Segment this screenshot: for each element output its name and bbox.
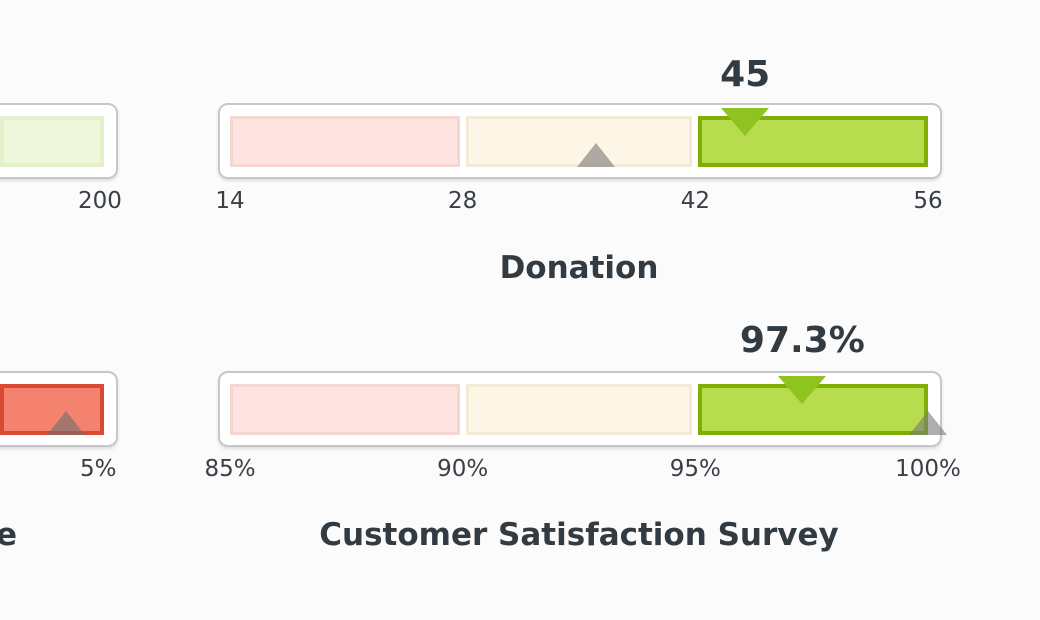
band-low: [230, 384, 460, 435]
target-marker: [47, 411, 85, 435]
band-low: [230, 116, 460, 167]
band-high: [0, 116, 104, 167]
band-high: [698, 384, 928, 435]
value-label: 97.3%: [739, 320, 865, 361]
target-marker: [909, 411, 947, 435]
gauge-title: e: [0, 517, 18, 553]
band-mid: [465, 384, 693, 435]
value-marker: [721, 108, 770, 136]
gauge-customer-satisfaction: 97.3% 85% 90% 95% 100% Customer Satisfac…: [204, 320, 961, 553]
value-label: 45: [720, 54, 771, 95]
target-marker: [576, 143, 615, 167]
tick-label: 100%: [895, 456, 961, 482]
tick-label: 85%: [204, 456, 256, 482]
tick-label: 28: [448, 188, 478, 214]
gauge-cropped-top-left: 200: [0, 0, 140, 240]
tick-label: 14: [215, 188, 245, 214]
tick-label: 42: [680, 188, 710, 214]
tick-label: 95%: [669, 456, 721, 482]
tick-label: 5%: [80, 456, 117, 482]
gauge-title: Donation: [499, 250, 659, 286]
gauge-title: Customer Satisfaction Survey: [319, 517, 839, 553]
gauge-cropped-bottom-left: 5% e: [0, 0, 140, 580]
tick-label: 90%: [437, 456, 489, 482]
gauge-donation: 45 14 28 42 56 Donation: [0, 0, 1040, 300]
value-marker: [778, 376, 827, 404]
tick-label: 56: [913, 188, 943, 214]
tick-label: 200: [78, 188, 122, 214]
